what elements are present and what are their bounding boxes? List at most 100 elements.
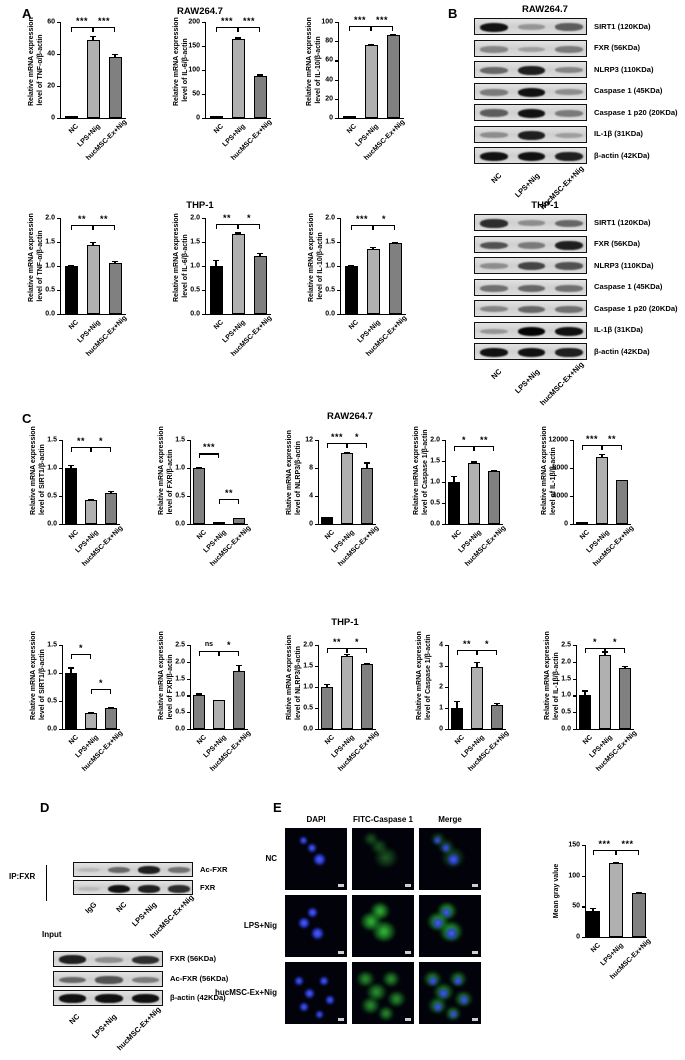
y-axis-tick xyxy=(201,266,205,268)
y-axis xyxy=(190,645,192,729)
error-bar-cap xyxy=(450,475,458,477)
significance-bracket xyxy=(327,647,347,653)
error-bar xyxy=(453,475,455,482)
bar xyxy=(361,663,373,729)
significance-bracket xyxy=(616,849,639,855)
y-axis-tick-label: 0 xyxy=(439,725,443,733)
y-axis xyxy=(62,440,64,524)
if-cytoplasm-signal xyxy=(382,972,400,987)
bracket-top xyxy=(347,647,367,649)
error-bar-cap xyxy=(343,653,351,655)
error-bar xyxy=(456,700,458,708)
y-axis-tick-label: 1.0 xyxy=(175,464,185,472)
x-axis-tick-label: hucMSC-Ex+Nig xyxy=(337,524,381,568)
blot-row-label: IL-1β (31KDa) xyxy=(594,129,643,138)
y-axis-tick-label: 2.0 xyxy=(45,214,55,222)
significance-bracket xyxy=(219,650,239,656)
error-bar-cap xyxy=(473,661,481,663)
y-axis-tick xyxy=(314,666,318,668)
error-bar-cap xyxy=(67,116,75,118)
error-bar xyxy=(476,661,478,668)
bracket-top xyxy=(347,442,367,444)
significance-bracket xyxy=(199,453,219,459)
bar xyxy=(233,518,245,524)
y-axis-tick-label: 1.5 xyxy=(190,238,200,246)
significance-label: * xyxy=(461,435,466,446)
error-bar-cap xyxy=(391,242,399,244)
y-axis-tick-label: 0.0 xyxy=(190,310,200,318)
if-image-cell xyxy=(352,828,414,890)
significance-label: *** xyxy=(202,442,215,453)
y-axis-tick xyxy=(56,118,60,120)
significance-label: * xyxy=(612,636,617,647)
blot-band xyxy=(555,109,584,117)
error-bar-cap xyxy=(323,516,331,518)
y-axis-tick xyxy=(336,290,340,292)
x-axis xyxy=(340,314,406,316)
bracket-top xyxy=(71,653,91,656)
bar xyxy=(193,695,205,729)
x-axis xyxy=(62,729,120,731)
y-axis-label-line: level of Caspase 1/β-actin xyxy=(421,429,429,515)
error-bar-cap xyxy=(598,453,606,455)
y-axis-tick xyxy=(314,468,318,470)
significance-label: *** xyxy=(242,15,255,26)
bar xyxy=(341,452,353,524)
y-axis xyxy=(448,645,450,729)
blot-band xyxy=(517,151,546,161)
error-bar-cap xyxy=(389,33,397,35)
bar xyxy=(491,704,503,729)
significance-bracket xyxy=(219,498,239,504)
blot-band xyxy=(479,347,508,357)
significance-label: *** xyxy=(330,431,343,442)
bracket-right-leg xyxy=(475,649,477,655)
if-image-cell xyxy=(352,895,414,957)
blot-band xyxy=(517,347,546,357)
x-axis-tick-label: NC xyxy=(345,123,358,136)
y-axis-tick xyxy=(572,678,576,680)
bar xyxy=(471,667,483,729)
blot-band-row xyxy=(73,880,193,895)
bar xyxy=(64,266,78,314)
y-axis-label-line: level of NLRP3/β-actin xyxy=(294,646,302,720)
y-axis-tick xyxy=(569,468,573,470)
y-axis-tick-label: 3 xyxy=(439,662,443,670)
scale-bar xyxy=(472,884,478,887)
x-axis-tick-label: hucMSC-Ex+Nig xyxy=(81,524,125,568)
bracket-left-leg xyxy=(582,444,584,450)
blot-band xyxy=(479,218,508,228)
x-axis xyxy=(190,729,248,731)
if-cytoplasm-signal xyxy=(371,839,388,854)
if-nucleus-signal xyxy=(311,927,323,939)
y-axis-tick xyxy=(201,242,205,244)
bracket-right-leg xyxy=(623,647,625,653)
if-cytoplasm-signal xyxy=(378,1007,394,1020)
blot-band-row xyxy=(474,147,587,164)
blot-band-row xyxy=(474,214,587,231)
if-nucleus-signal xyxy=(433,1002,442,1011)
error-bar-cap xyxy=(256,253,264,255)
error-bar-cap xyxy=(635,891,643,894)
y-axis-tick xyxy=(201,118,205,120)
x-axis-tick-label: hucMSC-Ex+Nig xyxy=(467,729,511,773)
x-axis-tick-label: NC xyxy=(347,319,360,332)
y-axis-tick xyxy=(581,906,585,908)
y-axis-tick-label: 0.0 xyxy=(430,520,440,528)
y-axis-tick xyxy=(334,79,338,81)
bar xyxy=(209,266,223,314)
x-axis xyxy=(60,314,126,316)
y-axis-tick-label: 0.0 xyxy=(561,725,571,733)
blot-band xyxy=(479,109,508,117)
error-bar xyxy=(238,665,240,672)
blot-band xyxy=(58,955,86,964)
bar xyxy=(85,713,97,729)
y-axis-tick-label: 1.5 xyxy=(561,675,571,683)
significance-label: *** xyxy=(353,14,366,25)
title-panel-b-raw: RAW264.7 xyxy=(522,4,568,15)
plot-area: 0 1 2 3 4 NC LPS+Nig hucMSC-Ex+Nig ** * xyxy=(439,639,510,773)
if-row-header: NC xyxy=(265,854,277,863)
error-bar-cap xyxy=(215,521,223,523)
blot-band xyxy=(77,868,101,873)
y-axis-tick xyxy=(58,524,62,526)
bracket-left-leg xyxy=(71,447,73,453)
